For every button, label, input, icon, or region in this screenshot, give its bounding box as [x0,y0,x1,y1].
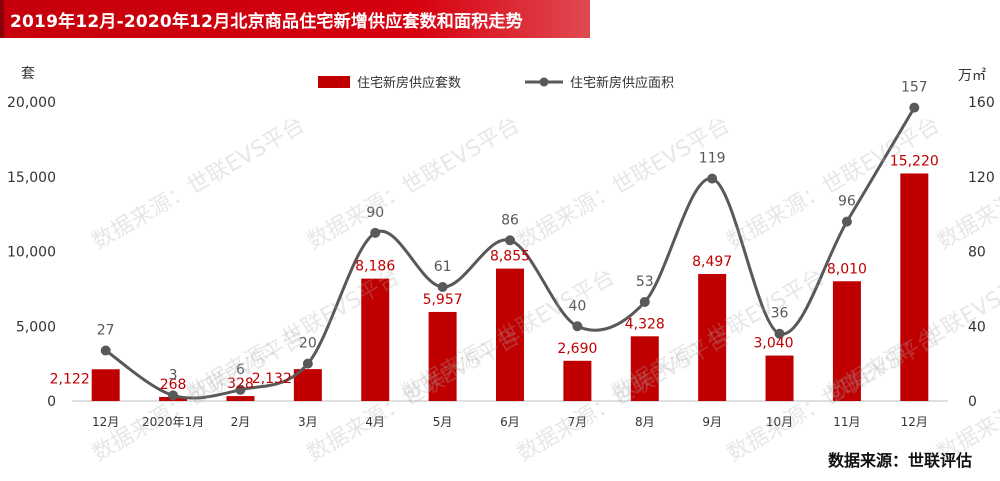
y-axis-right-title: 万㎡ [958,68,986,84]
y-tick-left: 5,000 [16,319,56,335]
bar-value-label: 8,010 [827,261,867,277]
y-tick-left: 15,000 [7,170,56,186]
legend-bar-swatch [318,76,350,88]
y-tick-right: 0 [968,394,977,410]
bar-value-label: 8,497 [692,254,732,270]
line-point [774,328,785,339]
bar [226,396,255,401]
bar [630,336,659,401]
y-tick-right: 40 [968,319,986,335]
line-value-label: 6 [236,362,245,378]
bar [496,268,524,401]
line-point [639,296,650,307]
x-tick-label: 12月 [901,415,928,429]
line-value-label: 86 [501,212,519,228]
line-point [370,227,381,238]
y-tick-left: 0 [47,394,56,410]
line-point [841,216,852,227]
bar [900,173,929,401]
legend-line-marker [539,77,549,87]
bar-value-label: 5,957 [423,292,463,308]
y-tick-right: 80 [968,245,986,261]
line-value-label: 3 [169,367,178,383]
bar [563,360,592,401]
x-tick-label: 6月 [500,415,520,429]
area-series-line [104,106,916,400]
bar [832,281,861,401]
x-tick-label: 2020年1月 [142,415,204,429]
x-tick-label: 5月 [433,415,453,429]
bar [91,369,120,401]
y-tick-right: 160 [968,95,995,111]
line-value-label: 40 [568,298,586,314]
bar [765,355,794,401]
bar-value-label: 2,132 [252,371,292,387]
y-tick-left: 10,000 [7,245,56,261]
bar [698,273,727,401]
line-value-label: 27 [97,323,115,339]
x-tick-label: 9月 [702,415,722,429]
bar [361,278,390,401]
x-tick-label: 10月 [766,415,793,429]
line-point [168,390,179,401]
bar-value-label: 328 [227,376,254,392]
x-tick-label: 11月 [833,415,860,429]
bar-value-label: 4,328 [625,316,665,332]
line-point [302,358,313,369]
line-point [235,384,246,395]
legend-bar-label: 住宅新房供应套数 [357,75,461,91]
bar-value-label: 8,186 [355,259,395,275]
x-tick-label: 12月 [92,415,119,429]
line-value-label: 90 [366,205,384,221]
line-point [437,282,448,293]
line-value-label: 20 [299,336,317,352]
y-tick-right: 120 [968,170,995,186]
legend-line-label: 住宅新房供应面积 [570,75,674,91]
x-tick-label: 7月 [568,415,588,429]
x-tick-label: 2月 [231,415,251,429]
line-value-label: 119 [699,151,726,167]
line-point [572,321,583,332]
chart-title: 2019年12月-2020年12月北京商品住宅新增供应套数和面积走势 [10,11,523,32]
x-tick-label: 4月 [365,415,385,429]
bar-value-label: 268 [160,377,187,393]
x-tick-label: 8月 [635,415,655,429]
bar-value-label: 15,220 [890,153,939,169]
y-tick-left: 20,000 [7,95,56,111]
bar-value-label: 3,040 [753,336,793,352]
chart-title-bar: 2019年12月-2020年12月北京商品住宅新增供应套数和面积走势 [0,0,590,38]
line-value-label: 36 [771,306,789,322]
line-value-label: 53 [636,274,654,290]
x-tick-label: 3月 [298,415,318,429]
line-point [707,173,718,184]
bar-value-label: 2,690 [557,341,597,357]
line-value-label: 61 [434,259,452,275]
bar-value-label: 8,855 [490,249,530,265]
y-axis-left-title: 套 [21,66,35,82]
line-point [100,345,111,356]
source-note: 数据来源：世联评估 [827,451,972,470]
line-point [505,235,515,246]
bar [428,311,457,401]
line-value-label: 96 [838,194,856,210]
line-value-label: 157 [901,80,928,96]
line-point [909,102,920,113]
bar-value-label: 2,122 [50,371,90,387]
